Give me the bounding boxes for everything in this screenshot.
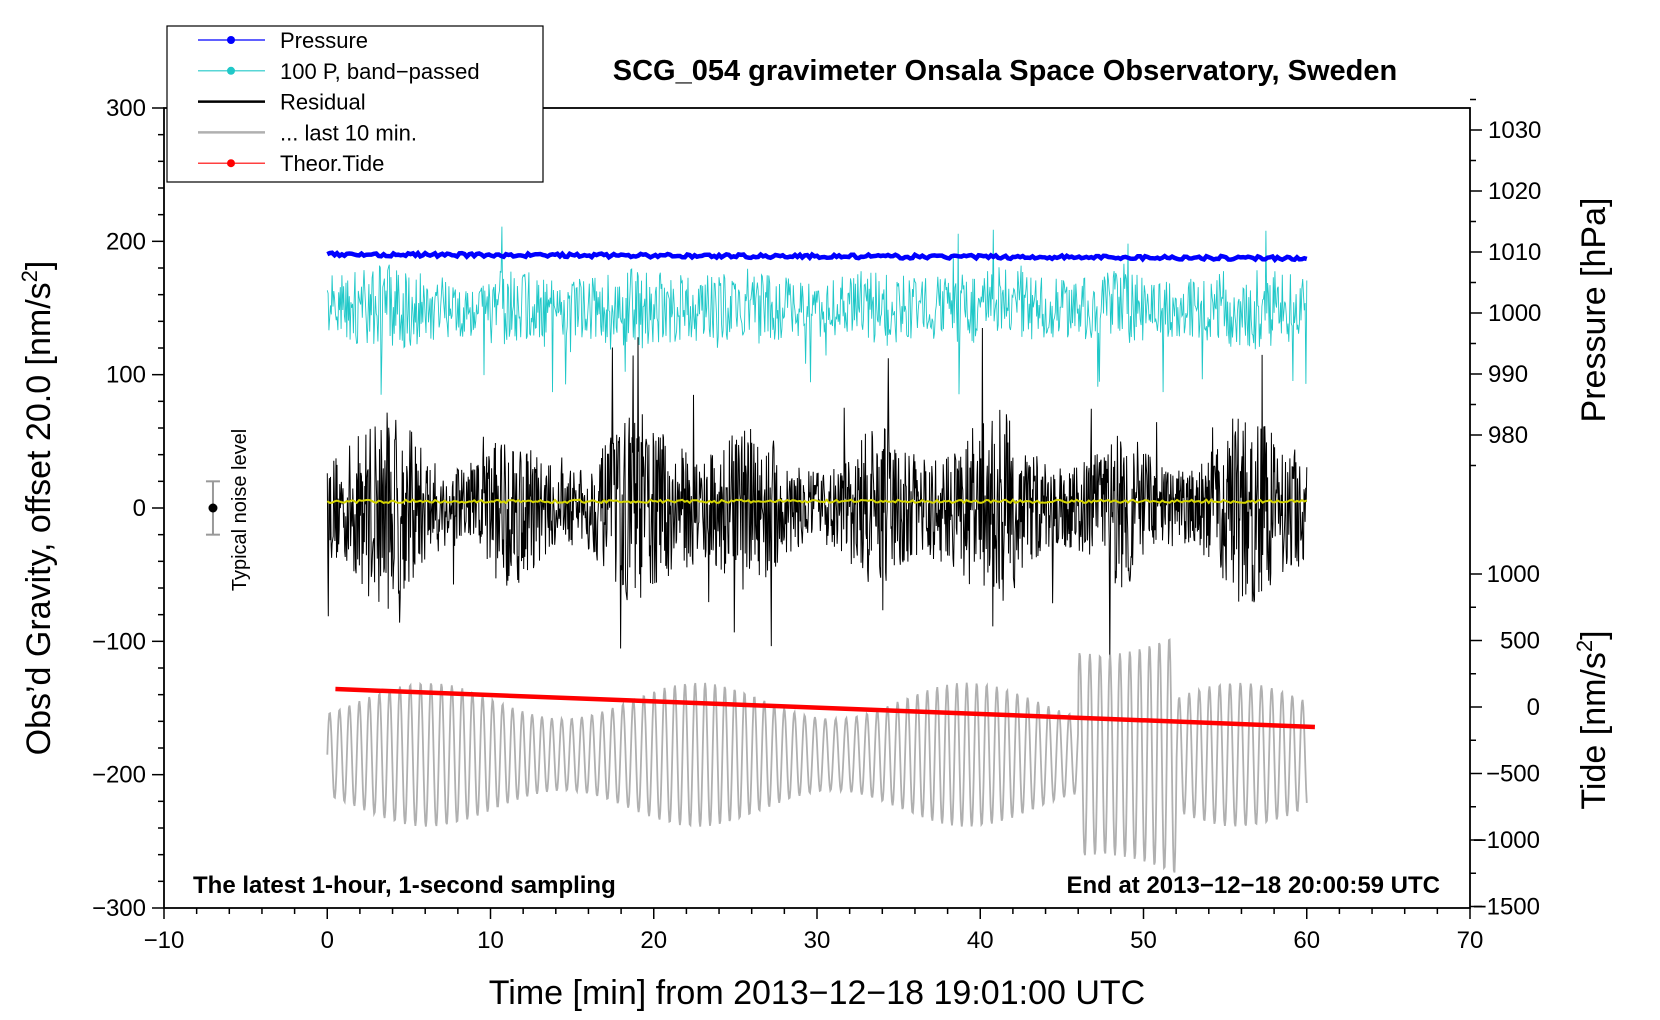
tide-tick-label: −1000 bbox=[1473, 827, 1540, 854]
series-layer bbox=[326, 226, 1315, 873]
y-axis-gravity: 300 200 100 0 −100 −200 −300 bbox=[92, 95, 164, 922]
annotation-end-time: End at 2013−12−18 20:00:59 UTC bbox=[1066, 872, 1440, 899]
pressure-tick-label: 1030 bbox=[1488, 117, 1541, 144]
y-axis-tide: 1000 500 0 −500 −1000 −1500 bbox=[1470, 561, 1540, 921]
pressure-axis-label: Pressure [hPa] bbox=[1575, 198, 1613, 423]
x-tick-label: 40 bbox=[967, 927, 994, 954]
x-tick-label: 70 bbox=[1457, 927, 1484, 954]
annotation-latest-hour: The latest 1-hour, 1-second sampling bbox=[193, 872, 616, 899]
noise-level-label: Typical noise level bbox=[229, 429, 251, 591]
y-tick-label: 200 bbox=[106, 228, 146, 255]
series-last-10-min bbox=[326, 638, 1308, 873]
series-residual bbox=[326, 327, 1308, 671]
y-tick-label: 0 bbox=[133, 495, 146, 522]
chart-title: SCG_054 gravimeter Onsala Space Observat… bbox=[613, 55, 1397, 87]
series-residual-mean bbox=[326, 498, 1308, 505]
legend-box bbox=[166, 25, 544, 183]
y-tick-label: −100 bbox=[92, 628, 146, 655]
noise-level-indicator bbox=[205, 480, 220, 536]
y-tick-label: 300 bbox=[106, 95, 146, 122]
x-tick-label: 20 bbox=[640, 927, 667, 954]
series-band-passed-pressure bbox=[326, 226, 1308, 395]
legend-label: ... last 10 min. bbox=[280, 120, 417, 145]
legend-label: Theor.Tide bbox=[280, 151, 384, 176]
pressure-tick-label: 1020 bbox=[1488, 178, 1541, 205]
tide-tick-label: 500 bbox=[1500, 628, 1540, 655]
y-tick-label: −200 bbox=[92, 762, 146, 789]
legend-label: Pressure bbox=[280, 28, 368, 53]
tide-axis-label: Tide [nm/s2] bbox=[1572, 630, 1613, 809]
y-tick-label: 100 bbox=[106, 362, 146, 389]
x-axis-label: Time [min] from 2013−12−18 19:01:00 UTC bbox=[489, 974, 1145, 1012]
legend-label: Residual bbox=[280, 90, 366, 115]
tide-tick-label: −1500 bbox=[1473, 894, 1540, 921]
legend: Pressure 100 P, band−passed Residual ... la… bbox=[166, 25, 544, 183]
y-tick-label: −300 bbox=[92, 895, 146, 922]
x-tick-label: 0 bbox=[321, 927, 334, 954]
legend-items: Pressure 100 P, band−passed Residual ... la… bbox=[198, 28, 480, 176]
tide-tick-label: −500 bbox=[1486, 761, 1540, 788]
pressure-tick-label: 980 bbox=[1488, 422, 1528, 449]
series-theoretical-tide bbox=[335, 686, 1315, 730]
y-axis-pressure: 1030 1020 1010 1000 990 980 bbox=[1470, 98, 1541, 467]
x-tick-label: 10 bbox=[477, 927, 504, 954]
legend-marker bbox=[227, 36, 235, 44]
pressure-tick-label: 990 bbox=[1488, 361, 1528, 388]
tide-tick-label: 1000 bbox=[1487, 561, 1540, 588]
legend-marker bbox=[227, 159, 235, 168]
x-tick-label: 30 bbox=[804, 927, 831, 954]
noise-bar-point bbox=[208, 503, 218, 513]
pressure-tick-label: 1010 bbox=[1488, 239, 1541, 266]
x-tick-label: −10 bbox=[144, 927, 185, 954]
pressure-tick-label: 1000 bbox=[1488, 300, 1541, 327]
legend-marker bbox=[227, 66, 235, 75]
legend-label: 100 P, band−passed bbox=[280, 59, 480, 84]
x-tick-label: 60 bbox=[1293, 927, 1320, 954]
series-pressure bbox=[326, 249, 1308, 264]
x-axis: −10 0 10 20 30 40 50 60 70 bbox=[144, 908, 1484, 954]
x-tick-label: 50 bbox=[1130, 927, 1157, 954]
y-axis-label: Obs’d Gravity, offset 20.0 [nm/s2] bbox=[17, 261, 58, 756]
tide-tick-label: 0 bbox=[1527, 694, 1540, 721]
